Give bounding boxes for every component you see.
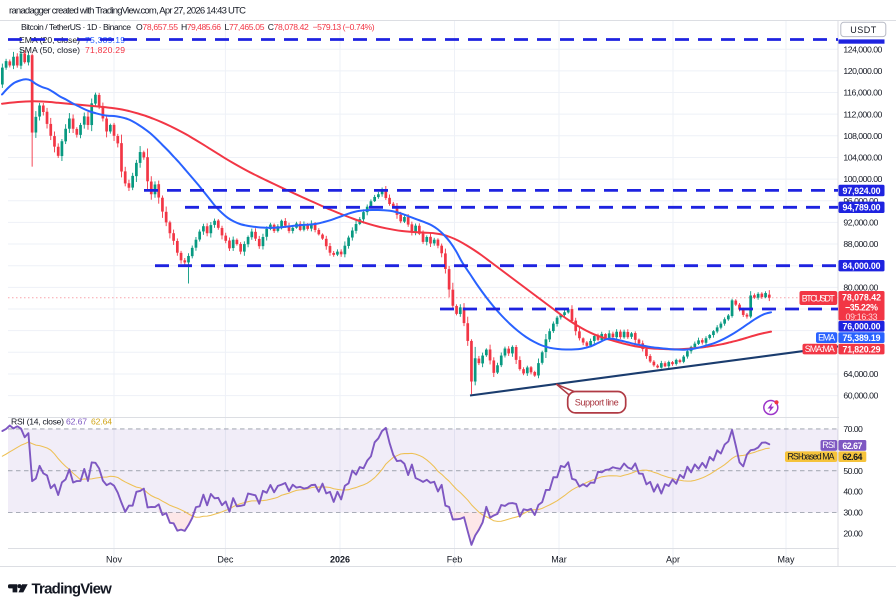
svg-text:−35.22%: −35.22%	[845, 302, 878, 312]
svg-text:2026: 2026	[330, 554, 350, 564]
svg-text:112,000.00: 112,000.00	[843, 109, 882, 119]
svg-text:RSI: RSI	[822, 440, 835, 450]
svg-text:70.00: 70.00	[843, 424, 863, 434]
svg-text:EMA (20, close): EMA (20, close)	[19, 35, 80, 45]
svg-text:O78,657.55: O78,657.55	[136, 22, 178, 32]
svg-text:ranadagger created with Tradin: ranadagger created with TradingView.com,…	[9, 6, 246, 17]
svg-text:62.67: 62.67	[66, 417, 87, 427]
svg-text:94,789.00: 94,789.00	[843, 203, 881, 213]
svg-text:Bitcoin / TetherUS · 1D · Bina: Bitcoin / TetherUS · 1D · Binance	[21, 22, 131, 32]
svg-text:78,078.42: 78,078.42	[842, 292, 881, 302]
svg-text:71,820.29: 71,820.29	[85, 45, 125, 55]
svg-text:120,000.00: 120,000.00	[843, 66, 882, 76]
svg-text:RSI (14, close): RSI (14, close)	[11, 417, 64, 427]
svg-text:76,000.00: 76,000.00	[843, 322, 881, 332]
svg-text:30.00: 30.00	[843, 508, 863, 518]
svg-text:EMA: EMA	[818, 332, 835, 342]
svg-text:116,000.00: 116,000.00	[843, 88, 882, 98]
svg-text:88,000.00: 88,000.00	[843, 239, 878, 249]
svg-text:92,000.00: 92,000.00	[843, 218, 878, 228]
svg-text:May: May	[777, 554, 795, 564]
svg-text:62.67: 62.67	[842, 441, 862, 451]
svg-text:62.64: 62.64	[842, 452, 862, 462]
svg-text:40.00: 40.00	[843, 487, 863, 497]
svg-text:60,000.00: 60,000.00	[843, 391, 878, 401]
svg-text:71,820.29: 71,820.29	[843, 344, 881, 354]
svg-text:Dec: Dec	[217, 554, 234, 564]
svg-text:L77,465.05: L77,465.05	[225, 22, 265, 32]
svg-text:Mar: Mar	[551, 554, 567, 564]
svg-text:C78,078.42: C78,078.42	[268, 22, 309, 32]
svg-text:62.64: 62.64	[91, 417, 112, 427]
svg-text:Apr: Apr	[666, 554, 680, 564]
svg-text:104,000.00: 104,000.00	[843, 153, 882, 163]
svg-text:Feb: Feb	[447, 554, 463, 564]
svg-text:RSI-based MA: RSI-based MA	[788, 451, 835, 461]
svg-text:64,000.00: 64,000.00	[843, 369, 878, 379]
svg-text:80,000.00: 80,000.00	[843, 282, 878, 292]
svg-text:−579.13 (−0.74%): −579.13 (−0.74%)	[313, 22, 375, 32]
svg-text:H79,485.66: H79,485.66	[181, 22, 221, 32]
svg-text:96,000.00: 96,000.00	[843, 196, 878, 206]
svg-text:124,000.00: 124,000.00	[843, 44, 882, 54]
svg-text:09:16:33: 09:16:33	[846, 312, 878, 322]
svg-text:USDT: USDT	[850, 25, 877, 35]
svg-text:TradingView: TradingView	[32, 580, 113, 597]
svg-text:Support line: Support line	[575, 398, 619, 408]
svg-text:100,000.00: 100,000.00	[843, 174, 882, 184]
svg-text:BTCUSDT: BTCUSDT	[802, 294, 836, 304]
svg-text:97,924.00: 97,924.00	[843, 186, 881, 196]
svg-text:20.00: 20.00	[843, 529, 863, 539]
svg-text:Nov: Nov	[106, 554, 123, 564]
svg-text:75,389.19: 75,389.19	[843, 333, 881, 343]
svg-text:50.00: 50.00	[843, 466, 863, 476]
svg-text:108,000.00: 108,000.00	[843, 131, 882, 141]
svg-text:84,000.00: 84,000.00	[843, 261, 881, 271]
svg-text:SMA:MA: SMA:MA	[805, 344, 835, 354]
svg-text:SMA (50, close): SMA (50, close)	[19, 45, 80, 55]
